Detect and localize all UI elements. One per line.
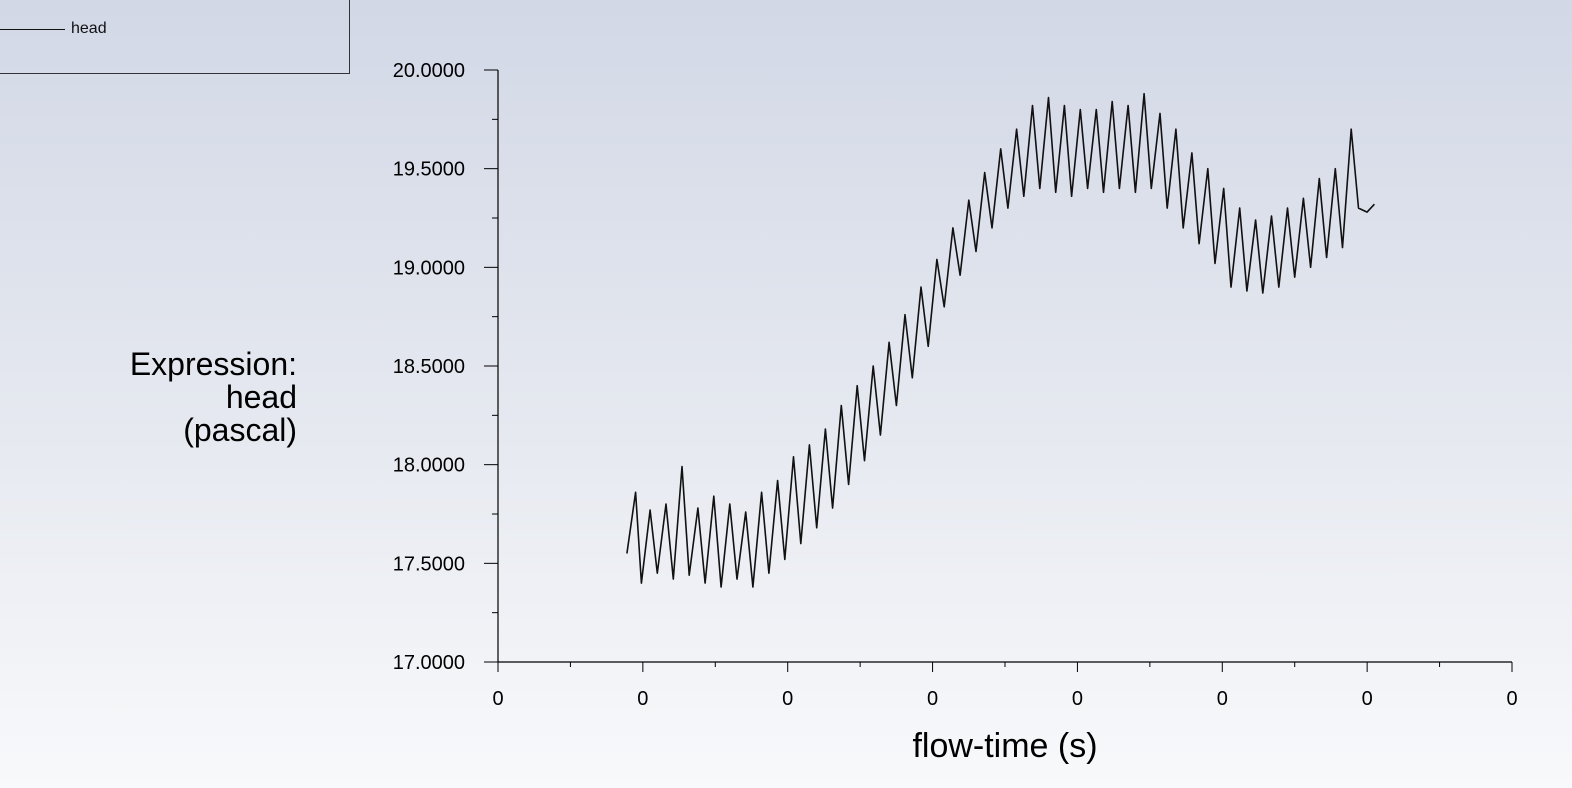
legend-line-swatch xyxy=(0,29,65,30)
y-tick-label: 20.0000 xyxy=(393,60,465,82)
legend: head xyxy=(0,0,350,74)
legend-label: head xyxy=(71,20,107,37)
axes xyxy=(497,70,1512,663)
x-axis-label: flow-time (s) xyxy=(912,727,1097,765)
y-axis-label: Expression: head (pascal) xyxy=(130,348,297,447)
y-axis-label-line-1: Expression: xyxy=(129,346,297,382)
x-tick-label: 0 xyxy=(927,688,938,710)
x-ticks: 0 0 0 0 0 0 0 0 xyxy=(492,662,1518,710)
series-group xyxy=(626,92,1375,588)
y-ticks: 17.0000 17.5000 18.0000 18.5000 19.0000 19.50… xyxy=(393,60,498,674)
series-line-head xyxy=(626,92,1375,588)
y-axis-label-line-2: head xyxy=(225,379,297,415)
y-axis-label-line-3: (pascal) xyxy=(183,412,297,448)
y-tick-label: 18.5000 xyxy=(393,356,465,378)
y-tick-label: 18.0000 xyxy=(393,455,465,477)
x-tick-label: 0 xyxy=(637,688,648,710)
x-tick-label: 0 xyxy=(1217,688,1228,710)
x-tick-label: 0 xyxy=(1362,688,1373,710)
x-tick-label: 0 xyxy=(782,688,793,710)
y-tick-label: 17.0000 xyxy=(393,652,465,674)
x-tick-label: 0 xyxy=(1072,688,1083,710)
x-tick-label: 0 xyxy=(492,688,503,710)
y-tick-label: 19.5000 xyxy=(393,159,465,181)
y-tick-label: 19.0000 xyxy=(393,257,465,279)
y-tick-label: 17.5000 xyxy=(393,553,465,575)
x-tick-label: 0 xyxy=(1506,688,1517,710)
